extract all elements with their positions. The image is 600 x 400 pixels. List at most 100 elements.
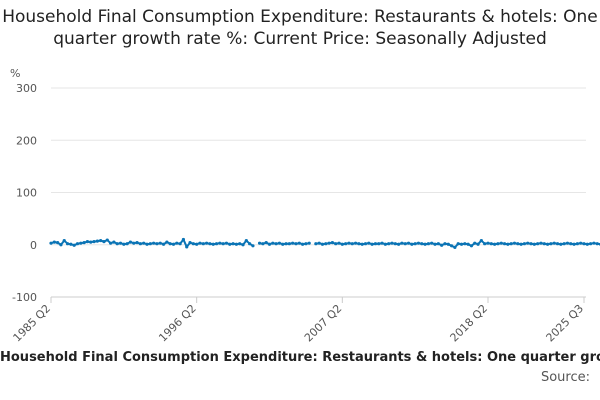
data-point [539, 241, 543, 245]
data-point [52, 240, 56, 244]
data-point [171, 242, 176, 246]
data-point [142, 241, 146, 245]
series-line [259, 241, 310, 246]
data-point [112, 240, 116, 244]
data-point [218, 241, 222, 245]
data-point [102, 240, 106, 244]
data-point [430, 241, 434, 245]
data-point [178, 242, 182, 246]
data-point [56, 241, 60, 245]
data-point [496, 242, 500, 246]
data-point [400, 241, 404, 245]
data-point [158, 241, 162, 245]
data-point [579, 241, 583, 245]
data-point [95, 239, 99, 243]
data-point [360, 242, 364, 246]
data-point [585, 242, 589, 246]
data-point [469, 244, 474, 248]
chart-title: Household Final Consumption Expenditure:… [2, 7, 598, 49]
data-point [572, 242, 576, 246]
data-point [443, 242, 447, 246]
data-point [152, 241, 156, 245]
data-point [62, 238, 66, 243]
data-point [383, 242, 387, 246]
data-point [281, 242, 285, 246]
data-point [72, 243, 76, 247]
series-line [315, 239, 600, 249]
data-point [75, 242, 80, 246]
data-point [261, 242, 265, 246]
data-point [301, 242, 305, 246]
data-point [231, 242, 235, 246]
data-point [476, 242, 480, 246]
data-point [185, 245, 189, 249]
data-point [536, 242, 540, 246]
data-point [115, 242, 119, 246]
data-point [370, 242, 374, 246]
data-point [357, 242, 361, 246]
data-point [575, 242, 579, 246]
data-point [479, 238, 483, 243]
data-point [148, 242, 152, 246]
data-point [85, 240, 90, 244]
data-point [542, 242, 546, 246]
data-point [135, 241, 139, 245]
data-point [161, 242, 166, 246]
data-point [340, 242, 344, 246]
data-point [373, 242, 378, 246]
data-point [592, 241, 596, 245]
data-point [244, 238, 248, 243]
data-point [403, 242, 407, 246]
data-point [49, 241, 53, 245]
data-point [291, 241, 295, 245]
data-point [238, 242, 242, 246]
data-point [552, 241, 556, 245]
data-point [257, 241, 262, 245]
data-point [506, 242, 510, 246]
data-point [473, 241, 477, 245]
data-point [555, 242, 560, 246]
data-point [393, 242, 397, 246]
data-point [562, 242, 566, 246]
data-point [175, 241, 179, 245]
data-point [589, 242, 593, 246]
data-point [387, 242, 391, 246]
data-point [168, 242, 172, 246]
data-point [347, 241, 351, 245]
data-point [595, 242, 599, 246]
series-group [49, 237, 600, 249]
data-point [519, 242, 523, 246]
data-point [211, 242, 215, 246]
y-tick-label: -100 [12, 291, 37, 304]
data-point [350, 242, 354, 246]
data-point [512, 241, 517, 245]
data-point [145, 242, 149, 246]
data-point [165, 240, 169, 244]
data-point [69, 242, 73, 246]
data-point [344, 242, 348, 246]
data-point [320, 242, 325, 246]
data-point [453, 245, 457, 249]
data-point [317, 241, 321, 245]
data-point [363, 242, 368, 246]
data-point [201, 242, 205, 246]
data-point [191, 242, 195, 246]
data-point [234, 242, 238, 246]
data-point [526, 241, 530, 245]
data-point [466, 242, 470, 246]
data-point [489, 242, 493, 246]
data-point [65, 242, 70, 246]
data-point [493, 242, 497, 246]
data-point [271, 241, 275, 245]
data-point [297, 241, 301, 245]
data-point [284, 242, 288, 246]
x-tick-label: 2018 Q2 [448, 302, 491, 345]
data-point [214, 242, 219, 246]
data-point [390, 241, 394, 245]
data-point [449, 244, 454, 248]
data-point [277, 241, 282, 245]
data-point [125, 242, 129, 246]
data-point [264, 241, 268, 245]
data-point [377, 242, 381, 246]
data-point [287, 242, 291, 246]
